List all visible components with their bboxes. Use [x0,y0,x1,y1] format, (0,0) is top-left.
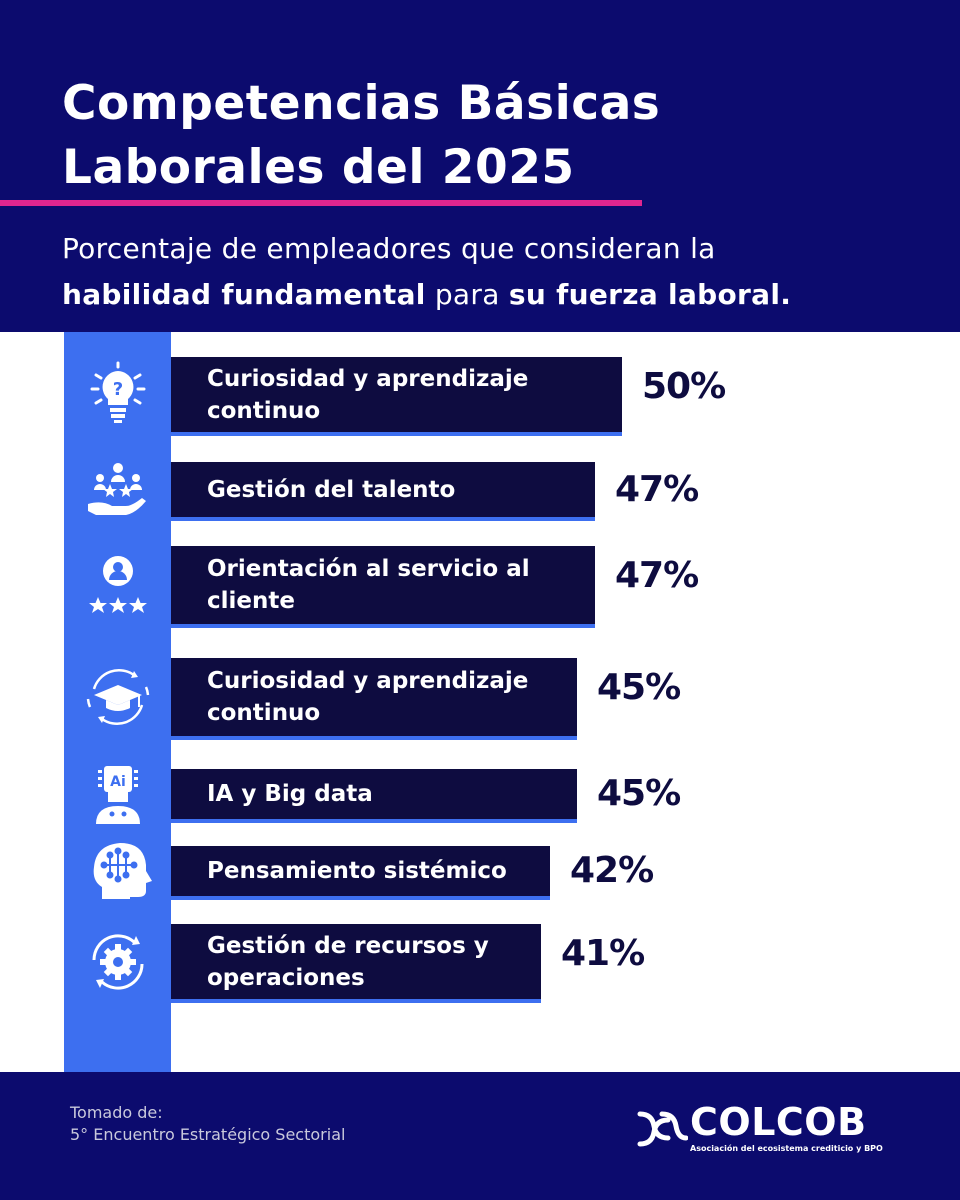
lightbulb-question-icon [80,359,156,431]
chart-bar: Pensamiento sistémico [171,846,550,900]
bar-value-label: 41% [561,933,645,974]
ai-head-icon [80,758,156,830]
title-line-1: Competencias Básicas [62,76,661,131]
systems-thinking-head-icon [80,835,156,907]
source-label: Tomado de: [70,1103,163,1122]
chart-bar: IA y Big data [171,769,577,823]
chart-bar: Curiosidad y aprendizaje continuo [171,357,622,436]
subtitle-text-1: Porcentaje de empleadores que consideran… [62,232,716,265]
bar-value-label: 50% [642,366,726,407]
title-underline [0,200,642,206]
chart-bar: Gestión de recursos y operaciones [171,924,541,1003]
bar-label: Curiosidad y aprendizaje continuo [207,668,529,726]
header-banner: Competencias Básicas Laborales del 2025 … [0,0,960,332]
page-title: Competencias Básicas Laborales del 2025 [62,72,660,200]
talent-hand-stars-icon [80,454,156,526]
bar-value-label: 47% [615,555,699,596]
bar-label: Pensamiento sistémico [207,858,507,884]
logo-wordmark: COLCOB [690,1100,867,1144]
chart-bar: Gestión del talento [171,462,595,521]
bar-value-label: 45% [597,773,681,814]
bar-label: Gestión del talento [207,476,456,503]
bar-label: IA y Big data [207,781,373,807]
bar-value-label: 47% [615,468,699,510]
source-name: 5° Encuentro Estratégico Sectorial [70,1125,346,1144]
footer-banner: Tomado de: 5° Encuentro Estratégico Sect… [0,1072,960,1200]
chart-bar: Orientación al servicio al cliente [171,546,595,628]
bar-label: Gestión de recursos y operaciones [207,932,489,991]
gear-cycle-icon [80,926,156,998]
bar-label: Curiosidad y aprendizaje continuo [207,365,529,424]
subtitle-text-2: para [425,278,509,311]
logo-tagline: Asociación del ecosistema crediticio y B… [690,1144,883,1153]
subtitle-bold-2: su fuerza laboral. [508,278,792,311]
bar-value-label: 42% [570,850,654,891]
chart-bar: Curiosidad y aprendizaje continuo [171,658,577,740]
graduation-cycle-icon [80,661,156,733]
bar-label: Orientación al servicio al cliente [207,556,530,614]
customer-service-rating-icon [80,549,156,621]
colcob-logo-icon [637,1111,688,1147]
subtitle-bold-1: habilidad fundamental [62,278,426,311]
bar-value-label: 45% [597,667,681,708]
title-line-2: Laborales del 2025 [62,140,575,195]
subtitle: Porcentaje de empleadores que consideran… [62,226,791,318]
